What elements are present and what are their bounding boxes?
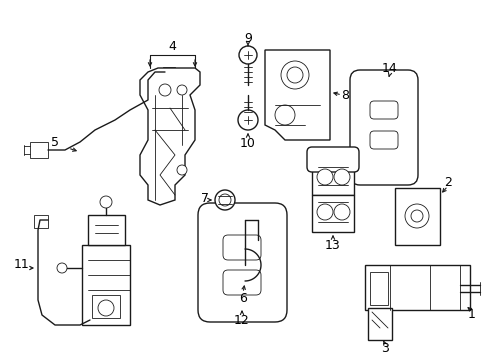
Circle shape [57,263,67,273]
Circle shape [159,84,171,96]
Text: 14: 14 [382,62,398,75]
Text: 13: 13 [325,239,341,252]
Polygon shape [312,195,354,232]
Circle shape [275,105,295,125]
Circle shape [238,110,258,130]
Circle shape [239,46,257,64]
Text: 9: 9 [244,32,252,45]
Text: 8: 8 [341,89,349,102]
Text: 6: 6 [239,292,247,305]
Text: 5: 5 [51,135,59,149]
FancyBboxPatch shape [198,203,287,322]
Polygon shape [82,245,130,325]
Polygon shape [265,50,330,140]
Text: 11: 11 [14,258,30,271]
Polygon shape [92,295,120,318]
Polygon shape [312,160,354,195]
Text: 2: 2 [444,176,452,189]
FancyBboxPatch shape [370,131,398,149]
FancyBboxPatch shape [350,70,418,185]
Circle shape [98,300,114,316]
Polygon shape [88,215,125,245]
Polygon shape [370,272,388,305]
Text: 10: 10 [240,136,256,149]
Circle shape [287,67,303,83]
Circle shape [100,196,112,208]
Polygon shape [395,188,440,245]
Circle shape [334,204,350,220]
Text: 3: 3 [381,342,389,355]
Polygon shape [34,215,48,228]
Polygon shape [365,265,470,310]
Circle shape [281,61,309,89]
Text: 4: 4 [168,40,176,53]
FancyBboxPatch shape [223,270,261,295]
Text: 1: 1 [468,309,476,321]
Circle shape [334,169,350,185]
Polygon shape [140,68,200,205]
FancyBboxPatch shape [370,101,398,119]
FancyBboxPatch shape [223,235,261,260]
Circle shape [411,210,423,222]
Circle shape [317,204,333,220]
Circle shape [405,204,429,228]
FancyBboxPatch shape [307,147,359,172]
Text: 12: 12 [234,314,250,327]
Circle shape [317,169,333,185]
Circle shape [219,194,231,206]
Text: 7: 7 [201,192,209,204]
Circle shape [215,190,235,210]
Polygon shape [368,308,392,340]
Polygon shape [163,67,175,80]
Circle shape [177,165,187,175]
Polygon shape [30,142,48,158]
Circle shape [177,85,187,95]
